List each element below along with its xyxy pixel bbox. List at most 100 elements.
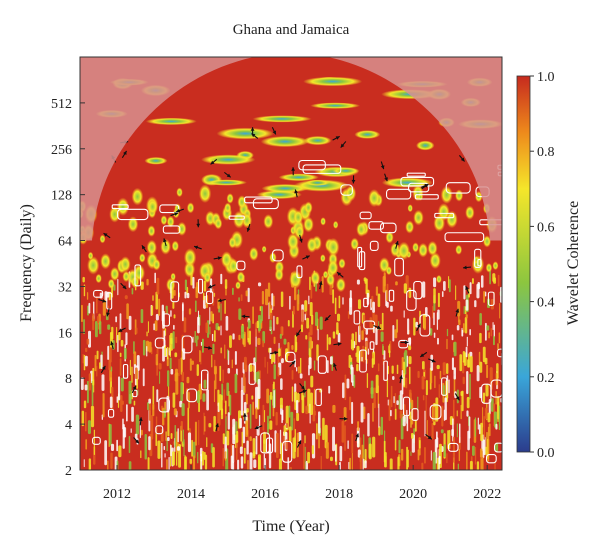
coherence-streak: [117, 279, 119, 296]
coherence-streak: [246, 413, 248, 423]
coherence-streak: [299, 373, 303, 379]
phase-arrow-head: [246, 227, 251, 232]
coherence-streak: [396, 364, 399, 374]
coherence-streak: [126, 303, 129, 320]
coherence-streak: [414, 419, 417, 432]
chart-title: Ghana and Jamaica: [233, 22, 350, 38]
coherence-streak: [172, 301, 175, 309]
coherence-streak: [438, 384, 440, 398]
coherence-streak: [93, 429, 95, 455]
coherence-streak: [437, 292, 440, 308]
coherence-streak: [393, 396, 395, 404]
coherence-streak: [405, 377, 408, 389]
coherence-streak: [80, 377, 84, 390]
coherence-blob: [350, 237, 359, 251]
coherence-streak: [262, 330, 266, 344]
coherence-streak: [247, 319, 251, 329]
coherence-streak: [210, 311, 213, 322]
coherence-blob: [107, 278, 115, 290]
coherence-streak: [165, 431, 167, 441]
coherence-streak: [173, 314, 176, 319]
coherence-streak: [462, 360, 465, 374]
coherence-streak: [436, 431, 438, 440]
coherence-blob: [109, 206, 121, 223]
coherence-streak: [253, 459, 257, 469]
coherence-blob: [436, 274, 442, 284]
coherence-streak: [83, 284, 86, 297]
coherence-streak: [173, 289, 176, 296]
coherence-streak: [83, 400, 87, 409]
coherence-blob: [122, 270, 130, 283]
coherence-streak: [83, 319, 85, 335]
coherence-streak: [380, 331, 384, 342]
phase-arrow-head: [420, 353, 425, 357]
phase-arrow-head: [122, 285, 127, 290]
coherence-streak: [255, 386, 259, 410]
cone-of-influence: [80, 57, 502, 241]
coherence-streak: [85, 347, 88, 353]
coherence-streak: [486, 431, 488, 458]
coherence-streak: [337, 332, 341, 343]
coherence-streak: [387, 399, 389, 406]
coherence-streak: [249, 404, 252, 429]
phase-arrow-head: [242, 413, 247, 417]
coherence-streak: [96, 366, 98, 377]
coherence-streak: [88, 458, 92, 470]
coherence-streak: [463, 285, 466, 300]
coherence-streak: [301, 309, 304, 325]
coherence-streak: [294, 286, 297, 301]
significance-contour: [444, 232, 485, 243]
coherence-blob: [455, 189, 464, 202]
coherence-streak: [199, 350, 201, 363]
significance-contour: [490, 379, 502, 398]
coherence-streak: [264, 410, 266, 423]
coherence-streak: [229, 335, 232, 348]
phase-arrow-head: [123, 150, 127, 155]
coherence-streak: [107, 345, 110, 360]
coherence-streak: [422, 360, 425, 370]
coherence-streak: [394, 393, 396, 409]
coherence-streak: [318, 428, 320, 449]
coherence-streak: [438, 455, 441, 465]
coherence-streak: [135, 367, 138, 380]
coherence-streak: [398, 439, 401, 454]
coherence-streak: [178, 358, 180, 377]
significance-contour: [117, 208, 149, 221]
coherence-streak: [419, 439, 421, 449]
coherence-streak: [312, 405, 316, 422]
coherence-streak: [241, 431, 243, 449]
coherence-streak: [255, 435, 258, 455]
coherence-blob: [166, 215, 175, 228]
significance-contour: [186, 388, 198, 403]
coherence-streak: [91, 380, 94, 406]
coherence-streak: [94, 354, 97, 372]
coherence-blob: [293, 209, 304, 225]
coherence-streak: [453, 375, 456, 397]
coherence-streak: [87, 420, 92, 435]
coherence-streak: [128, 380, 132, 405]
coherence-streak: [403, 377, 406, 388]
coherence-streak: [174, 352, 178, 358]
coherence-streak: [375, 374, 379, 394]
significance-contour: [394, 257, 404, 277]
coherence-streak: [365, 278, 368, 295]
coherence-streak: [457, 463, 460, 470]
coherence-streak: [245, 393, 248, 405]
coherence-streak: [296, 367, 298, 372]
phase-arrow-head: [395, 240, 399, 245]
x-tick-label: 2022: [473, 487, 501, 502]
coherence-streak: [296, 399, 299, 414]
coherence-streak: [259, 306, 262, 312]
significance-contour: [252, 198, 279, 210]
coherence-streak: [351, 333, 355, 351]
significance-contour: [181, 335, 193, 354]
coherence-streak: [238, 308, 242, 321]
coherence-streak: [156, 277, 160, 295]
coherence-streak: [104, 440, 108, 466]
significance-contour: [353, 310, 361, 325]
coherence-streak: [204, 416, 206, 432]
coherence-streak: [469, 355, 473, 373]
coherence-streak: [241, 377, 243, 392]
coherence-streak: [232, 426, 234, 435]
coherence-streak: [498, 332, 501, 344]
